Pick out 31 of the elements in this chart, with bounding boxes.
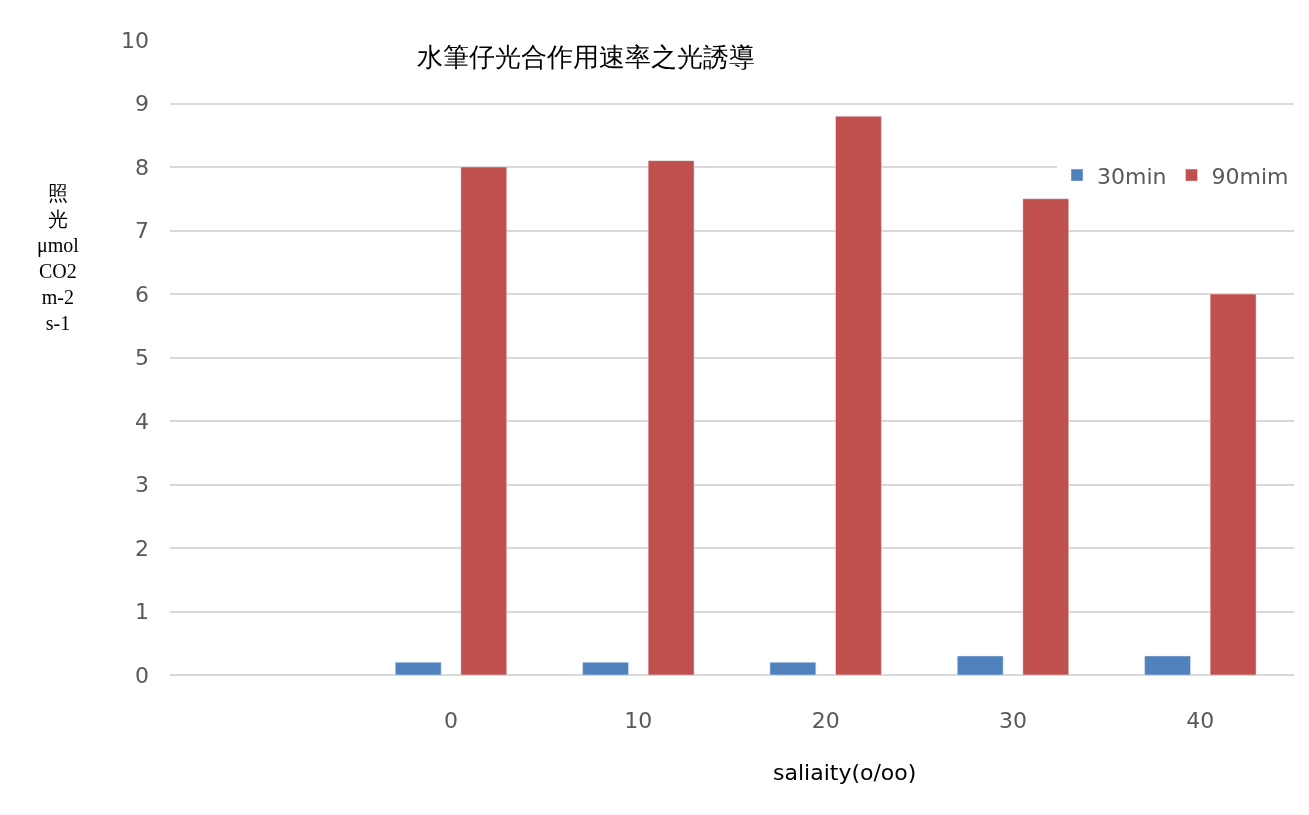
chart-title: 水筆仔光合作用速率之光誘導 [417,42,755,72]
bar [1022,198,1069,675]
bar [460,166,507,675]
bar [1144,655,1191,675]
y-tick-label: 8 [135,154,149,180]
x-axis-title: saliaity(o/oo) [773,760,917,785]
bar [835,115,882,675]
bar [395,662,442,675]
y-tick-label: 3 [135,472,149,498]
x-tick-label: 40 [1186,708,1215,733]
legend-label: 90mim [1211,163,1289,189]
y-tick-label: 5 [135,345,149,371]
bar [769,662,817,675]
y-tick-label: 6 [135,281,149,307]
x-tick-label: 20 [811,708,840,733]
y-tick-label: 7 [135,218,149,244]
y-tick-label: 4 [135,408,149,434]
bar [957,655,1004,675]
x-tick-label: 30 [999,708,1027,733]
y-tick-label: 0 [135,662,149,688]
x-tick-label: 0 [444,708,458,733]
y-tick-label: 2 [135,535,149,561]
y-axis-title: 照光 μmol CO2 m-2 s-1 [37,182,80,334]
y-tick-label: 1 [135,599,149,625]
bar [582,662,629,675]
legend-label: 30min [1097,163,1167,189]
bar [647,160,695,675]
bar [1209,293,1257,675]
y-tick-label: 9 [135,91,149,117]
y-tick-label: 10 [121,27,149,53]
x-tick-label: 10 [624,708,653,733]
